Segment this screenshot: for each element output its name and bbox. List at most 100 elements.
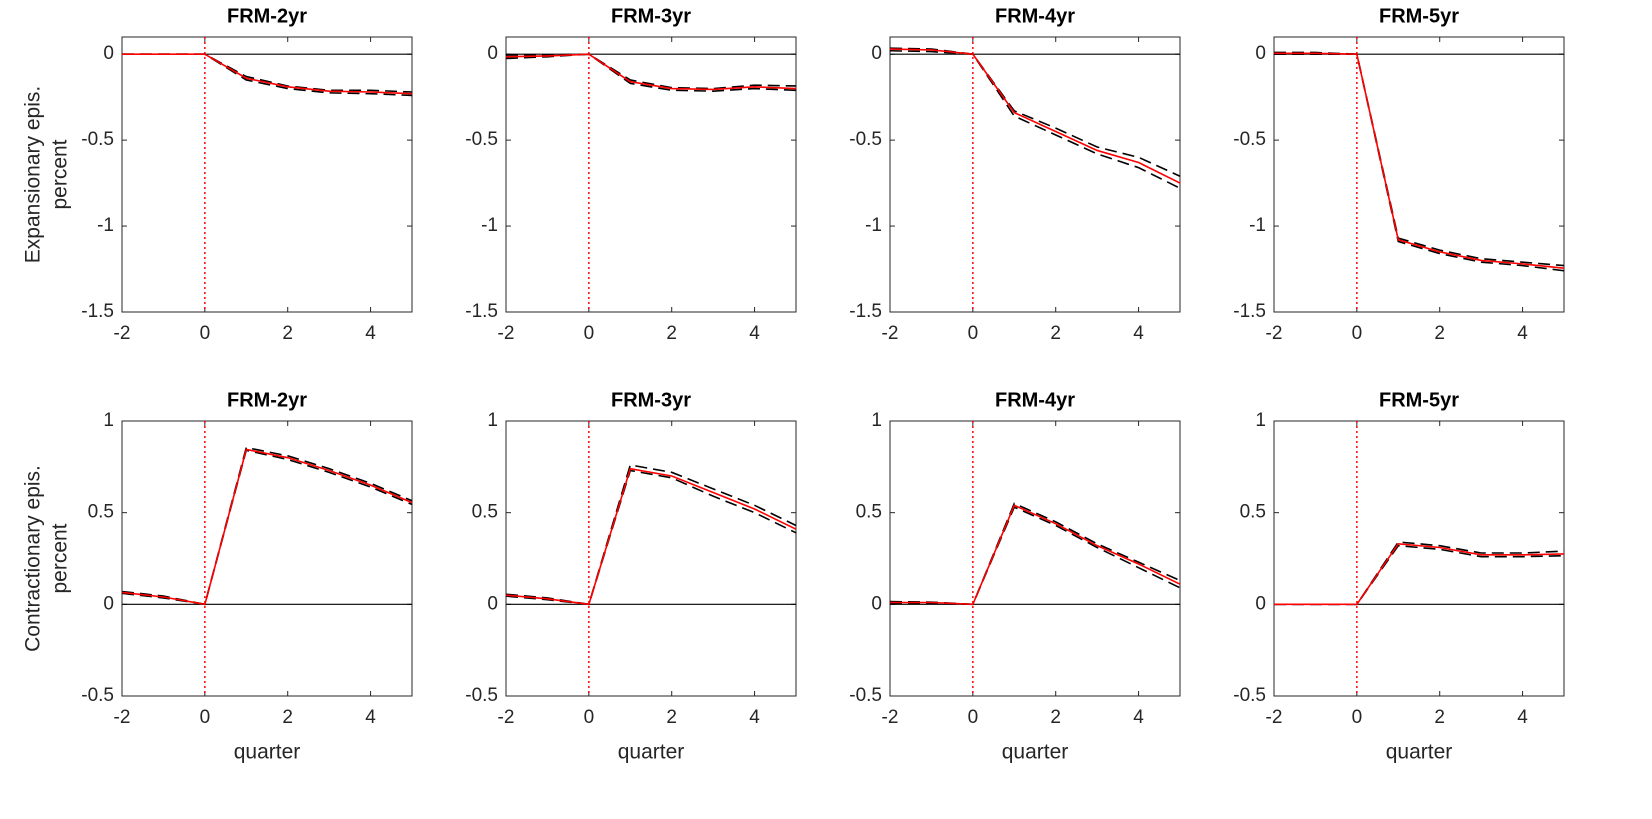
x-tick-label: 2 [666, 707, 677, 728]
band-line [122, 53, 413, 93]
axes-frame [121, 420, 413, 697]
x-tick-label: 4 [1133, 707, 1144, 728]
y-tick-label: 0 [1255, 593, 1266, 614]
x-axis-label: quarter [1002, 741, 1069, 764]
response-line [505, 53, 797, 91]
y-tick-label: 1 [487, 410, 498, 431]
band-line [1274, 544, 1565, 606]
x-tick-label: 0 [200, 323, 211, 344]
panel-title: FRM-3yr [611, 5, 691, 27]
y-tick-label: -0.5 [81, 685, 114, 706]
band-line [1274, 53, 1565, 272]
x-tick-label: 4 [365, 323, 376, 344]
y-tick-label: 1 [103, 410, 114, 431]
y-tick-label: -0.5 [1233, 129, 1266, 150]
y-axis-label: percent [49, 139, 72, 209]
response-line [122, 53, 413, 95]
x-tick-label: 2 [1050, 707, 1061, 728]
x-tick-label: -2 [498, 323, 515, 344]
response-line [121, 448, 413, 606]
panel-title: FRM-2yr [227, 5, 307, 27]
panel-title: FRM-5yr [1379, 5, 1459, 27]
y-tick-label: -0.5 [465, 685, 498, 706]
x-tick-label: -2 [114, 707, 131, 728]
y-tick-label: 0.5 [1240, 502, 1266, 523]
axes-frame [889, 420, 1181, 697]
x-axis-label: quarter [234, 741, 301, 764]
y-axis-label: Contractionary epis. [22, 465, 45, 652]
x-tick-label: 2 [282, 707, 293, 728]
y-tick-label: -1 [865, 215, 882, 236]
panel-title: FRM-2yr [227, 389, 307, 411]
x-tick-label: 2 [1434, 707, 1445, 728]
y-tick-label: 1 [1255, 410, 1266, 431]
axes-frame [505, 420, 797, 697]
x-tick-label: 4 [1517, 323, 1528, 344]
x-tick-label: 0 [968, 707, 979, 728]
band-line [121, 446, 413, 606]
x-tick-label: 2 [282, 323, 293, 344]
band-line [505, 464, 797, 606]
y-tick-label: -1.5 [849, 301, 882, 322]
axes-frame [505, 36, 797, 313]
band-line [889, 49, 1181, 189]
y-tick-label: -0.5 [1233, 685, 1266, 706]
band-line [1274, 541, 1565, 606]
response-line [889, 48, 1181, 184]
response-line [1274, 542, 1565, 606]
x-tick-label: 4 [1133, 323, 1144, 344]
y-tick-label: 0.5 [88, 502, 114, 523]
x-tick-label: -2 [882, 323, 899, 344]
y-axis-label: Expansionary epis. [22, 86, 45, 263]
x-tick-label: 0 [1352, 707, 1363, 728]
band-line [505, 469, 797, 606]
axes-frame [121, 36, 413, 313]
y-tick-label: 0 [487, 593, 498, 614]
y-tick-label: -1.5 [1233, 301, 1266, 322]
y-tick-label: -1 [97, 215, 114, 236]
y-tick-label: 0 [871, 43, 882, 64]
y-tick-label: 0 [103, 593, 114, 614]
panel-title: FRM-5yr [1379, 389, 1459, 411]
x-tick-label: 4 [749, 323, 760, 344]
panel-title: FRM-3yr [611, 389, 691, 411]
x-tick-label: 4 [749, 707, 760, 728]
axes-frame [889, 36, 1181, 313]
y-tick-label: 0 [487, 43, 498, 64]
x-tick-label: 2 [1050, 323, 1061, 344]
x-axis-label: quarter [1386, 741, 1453, 764]
y-tick-label: -0.5 [465, 129, 498, 150]
x-tick-label: -2 [498, 707, 515, 728]
response-line [505, 467, 797, 606]
y-tick-label: 0.5 [856, 502, 882, 523]
y-tick-label: -0.5 [81, 129, 114, 150]
band-line [505, 53, 797, 92]
x-tick-label: -2 [114, 323, 131, 344]
band-line [121, 449, 413, 606]
y-tick-label: 0 [103, 43, 114, 64]
band-line [889, 502, 1181, 606]
y-tick-label: 0 [871, 593, 882, 614]
y-tick-label: -1 [1249, 215, 1266, 236]
y-tick-label: 0.5 [472, 502, 498, 523]
y-axis-label: percent [49, 523, 72, 593]
band-line [889, 47, 1181, 177]
axes-frame [1273, 36, 1565, 313]
panel-title: FRM-4yr [995, 5, 1075, 27]
band-line [122, 53, 413, 97]
x-tick-label: 4 [365, 707, 376, 728]
x-tick-label: 2 [1434, 323, 1445, 344]
x-axis-label: quarter [618, 741, 685, 764]
band-line [890, 506, 1181, 606]
response-line [890, 504, 1181, 606]
x-tick-label: -2 [1266, 707, 1283, 728]
response-line [1274, 52, 1565, 269]
y-tick-label: 0 [1255, 43, 1266, 64]
x-tick-label: 0 [584, 323, 595, 344]
x-tick-label: 2 [666, 323, 677, 344]
x-tick-label: 0 [584, 707, 595, 728]
y-tick-label: -0.5 [849, 129, 882, 150]
x-tick-label: 4 [1517, 707, 1528, 728]
x-tick-label: 0 [1352, 323, 1363, 344]
